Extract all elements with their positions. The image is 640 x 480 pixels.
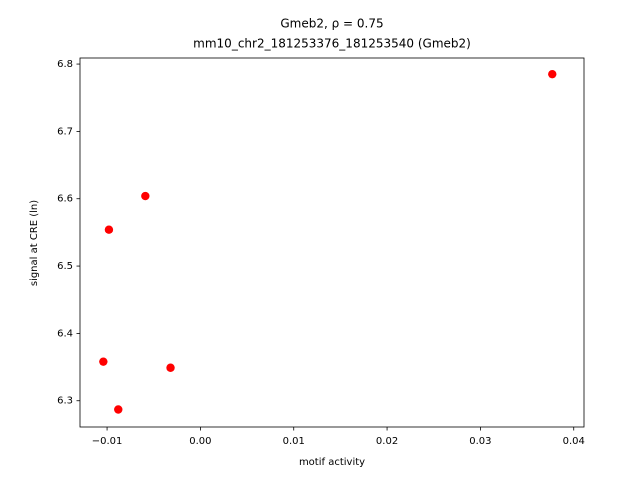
- y-tick-label: 6.8: [57, 59, 73, 70]
- x-tick-label: −0.01: [92, 436, 123, 447]
- y-tick-label: 6.4: [57, 328, 73, 339]
- x-axis-label: motif activity: [299, 457, 365, 468]
- y-tick-label: 6.3: [57, 396, 73, 407]
- point: [548, 69, 557, 79]
- y-tick-label: 6.5: [57, 261, 73, 272]
- x-tick-label: 0.01: [283, 436, 305, 447]
- chart-title: Gmeb2, ρ = 0.75: [280, 17, 383, 31]
- point: [99, 357, 108, 366]
- point: [141, 191, 150, 201]
- x-tick-label: 0.04: [563, 436, 585, 447]
- chart-subtitle: mm10_chr2_181253376_181253540 (Gmeb2): [193, 37, 471, 51]
- y-tick-label: 6.7: [57, 126, 73, 137]
- y-axis-label: signal at CRE (ln): [29, 200, 40, 286]
- x-tick-label: 0.03: [469, 436, 491, 447]
- y-tick-label: 6.6: [57, 194, 73, 205]
- x-tick-label: 0.02: [376, 436, 398, 447]
- plot-area: [79, 57, 585, 428]
- point: [166, 363, 175, 372]
- point: [104, 225, 114, 234]
- point: [114, 405, 123, 414]
- x-tick-label: 0.00: [189, 436, 211, 447]
